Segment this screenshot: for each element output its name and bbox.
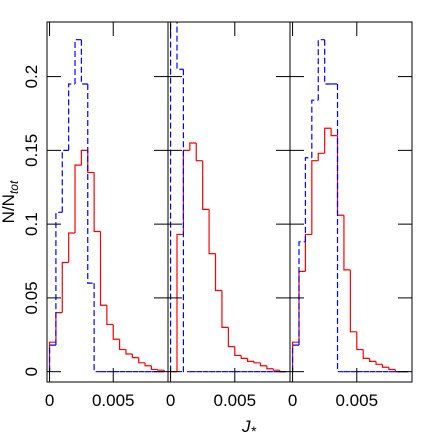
histogram-step bbox=[80, 39, 88, 85]
histogram-step bbox=[253, 361, 261, 364]
y-tick-label: 0.15 bbox=[22, 134, 41, 167]
histogram-step bbox=[87, 83, 95, 284]
histogram-step bbox=[298, 270, 306, 343]
histogram-step bbox=[291, 341, 299, 372]
histogram-step bbox=[388, 367, 396, 371]
histogram-step bbox=[80, 149, 88, 166]
panel-frame bbox=[289, 21, 413, 383]
histogram-step bbox=[182, 149, 190, 235]
histogram-step bbox=[298, 241, 306, 346]
histogram-step bbox=[99, 231, 107, 306]
histogram-step bbox=[336, 83, 344, 373]
histogram-step bbox=[208, 209, 216, 255]
histogram-step bbox=[356, 331, 364, 351]
y-tick-label: 0.1 bbox=[22, 212, 41, 236]
x-axis-label-sub: * bbox=[251, 423, 257, 436]
histogram-step bbox=[74, 164, 82, 233]
histogram-step bbox=[317, 152, 325, 161]
x-tick-label: 0 bbox=[288, 391, 297, 410]
histogram-step bbox=[272, 368, 280, 371]
histogram-step bbox=[375, 361, 383, 365]
histogram-step bbox=[157, 369, 165, 371]
y-tick-label: 0 bbox=[22, 367, 41, 376]
x-tick-label: 0.005 bbox=[214, 391, 257, 410]
histogram-step bbox=[343, 215, 351, 271]
histogram-step bbox=[169, 22, 172, 372]
histogram-step bbox=[93, 283, 101, 373]
panel-frame bbox=[167, 21, 291, 383]
x-tick-label: 0 bbox=[166, 391, 175, 410]
histogram-step bbox=[311, 99, 319, 158]
x-axis-label-main: J bbox=[241, 417, 251, 436]
y-axis-label-sub: tot bbox=[7, 180, 21, 194]
x-tick-label: 0.005 bbox=[336, 391, 379, 410]
x-tick-label: 0 bbox=[45, 391, 54, 410]
histogram-step bbox=[330, 128, 338, 137]
histogram-step bbox=[87, 150, 95, 174]
histogram-step bbox=[61, 149, 69, 213]
histogram-step bbox=[336, 135, 344, 216]
histogram-step bbox=[68, 232, 76, 263]
histogram-step bbox=[259, 362, 267, 367]
histogram-step bbox=[202, 160, 210, 210]
x-tick-label: 0.005 bbox=[92, 391, 135, 410]
plot-area bbox=[48, 39, 165, 373]
y-tick-label: 0.2 bbox=[22, 65, 41, 89]
histogram-step bbox=[304, 157, 312, 242]
histogram-step bbox=[324, 127, 332, 154]
histogram-step bbox=[247, 358, 255, 362]
histogram-step bbox=[74, 39, 82, 84]
histogram-step bbox=[362, 349, 370, 359]
histogram-step bbox=[266, 365, 274, 370]
histogram-step bbox=[131, 353, 139, 359]
plot-area bbox=[169, 22, 287, 373]
histogram-step bbox=[55, 211, 63, 346]
y-tick-label: 0.05 bbox=[22, 281, 41, 314]
histogram-step bbox=[125, 349, 133, 355]
histogram-step bbox=[93, 172, 101, 233]
histogram-step bbox=[55, 312, 63, 343]
histogram-step bbox=[48, 344, 56, 372]
histogram-step bbox=[240, 355, 248, 359]
histogram-step bbox=[317, 39, 325, 101]
histogram-step bbox=[349, 269, 357, 333]
histogram-step bbox=[112, 324, 120, 340]
histogram-step bbox=[106, 305, 114, 326]
histogram-step bbox=[234, 346, 242, 357]
histogram-step bbox=[119, 339, 126, 351]
histogram-step bbox=[176, 233, 184, 372]
histogram-step bbox=[138, 357, 146, 364]
histogram-step bbox=[189, 142, 197, 151]
histogram-step bbox=[214, 253, 222, 292]
y-axis-label: N/Ntot bbox=[0, 180, 21, 223]
histogram-step bbox=[68, 83, 76, 151]
histogram-step bbox=[176, 22, 184, 70]
histogram-step bbox=[150, 365, 158, 371]
histogram-step bbox=[227, 327, 235, 348]
histogram-step bbox=[304, 233, 312, 272]
histogram-step bbox=[221, 290, 229, 329]
histogram-step bbox=[324, 39, 332, 85]
y-axis-label-main: N/N bbox=[0, 194, 18, 223]
histogram-step bbox=[311, 160, 319, 235]
histogram-step bbox=[195, 142, 203, 162]
x-axis-label: J* bbox=[241, 417, 257, 436]
histogram-step bbox=[369, 358, 377, 362]
panel-frame bbox=[46, 21, 169, 383]
histogram-step bbox=[144, 362, 152, 367]
plot-area bbox=[291, 39, 409, 373]
histogram-step bbox=[381, 364, 389, 368]
histogram-step bbox=[291, 344, 299, 372]
histogram-step bbox=[48, 341, 56, 372]
histogram-step bbox=[61, 261, 69, 313]
histogram-step bbox=[182, 69, 190, 373]
